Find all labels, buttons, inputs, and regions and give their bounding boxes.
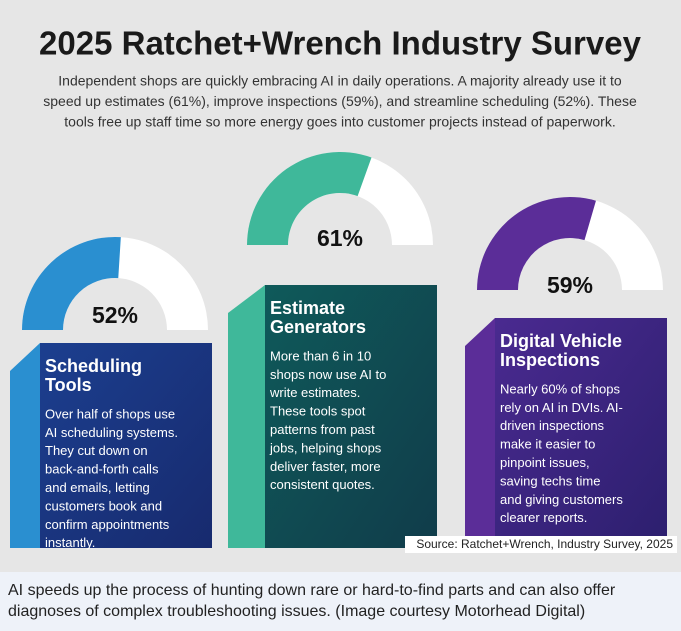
- panel-body: and emails, letting: [45, 480, 150, 495]
- panel-body: patterns from past: [270, 422, 375, 437]
- panel-body: More than 6 in 10: [270, 348, 371, 363]
- panel-fold: [465, 318, 495, 548]
- intro-line: tools free up staff time so more energy …: [64, 114, 615, 130]
- panel-body: These tools spot: [270, 404, 366, 419]
- gauge-fill: [247, 152, 372, 245]
- panel-body: They cut down on: [45, 443, 148, 458]
- panel-title: Scheduling: [45, 356, 142, 376]
- panel-body: customers book and: [45, 498, 162, 513]
- panel-body: jobs, helping shops: [269, 440, 382, 455]
- panel-box: [265, 285, 437, 548]
- panel-body: make it easier to: [500, 437, 595, 452]
- intro-line: speed up estimates (61%), improve inspec…: [43, 93, 637, 109]
- panel-title: Estimate: [270, 298, 345, 318]
- panel-body: consistent quotes.: [270, 477, 375, 492]
- caption-line: AI speeds up the process of hunting down…: [8, 582, 616, 599]
- gauge-value: 61%: [317, 225, 363, 251]
- title: 2025 Ratchet+Wrench Industry Survey: [39, 25, 642, 62]
- panel-body: and giving customers: [500, 492, 623, 507]
- panel-body: pinpoint issues,: [500, 455, 590, 470]
- intro-line: Independent shops are quickly embracing …: [58, 73, 622, 89]
- panel-title: Inspections: [500, 350, 600, 370]
- panel-box: [495, 318, 667, 548]
- panel-body: rely on AI in DVIs. AI-: [500, 400, 623, 415]
- gauge-fill: [477, 197, 596, 290]
- panel-body: confirm appointments: [45, 517, 170, 532]
- gauge-fill: [22, 237, 121, 330]
- panel-title: Digital Vehicle: [500, 331, 622, 351]
- panel-title: Generators: [270, 317, 366, 337]
- panel-body: Nearly 60% of shops: [500, 381, 620, 396]
- panel-body: AI scheduling systems.: [45, 425, 178, 440]
- panel-body: driven inspections: [500, 418, 605, 433]
- caption-background: [0, 572, 681, 631]
- panel-body: shops now use AI to: [270, 367, 386, 382]
- panel-body: back-and-forth calls: [45, 462, 159, 477]
- panel-body: instantly.: [45, 535, 95, 550]
- caption-line: diagnoses of complex troubleshooting iss…: [8, 603, 585, 620]
- panel-box: [40, 343, 212, 548]
- source: Source: Ratchet+Wrench, Industry Survey,…: [416, 537, 673, 551]
- panel-body: Over half of shops use: [45, 406, 175, 421]
- panel-title: Tools: [45, 375, 92, 395]
- source-background: [405, 536, 677, 553]
- panel-body: saving techs time: [500, 473, 600, 488]
- panel-body: clearer reports.: [500, 510, 587, 525]
- gauge-value: 59%: [547, 272, 593, 298]
- panel-body: write estimates.: [269, 385, 360, 400]
- panel-fold: [228, 285, 265, 548]
- panel-fold: [10, 343, 40, 548]
- gauge-value: 52%: [92, 302, 138, 328]
- panel-body: deliver faster, more: [270, 459, 381, 474]
